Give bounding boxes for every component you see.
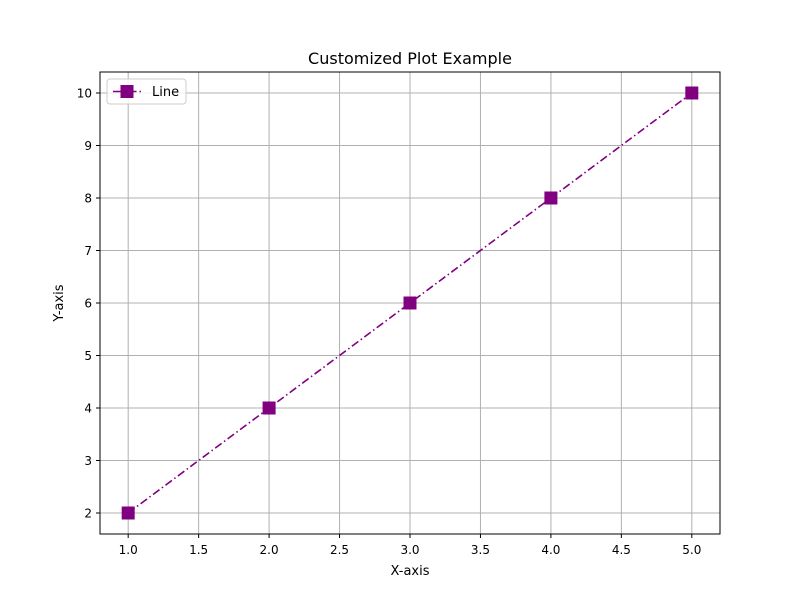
series-layer (121, 86, 699, 520)
x-tick-label: 3.5 (471, 543, 490, 557)
y-tick-label: 4 (84, 402, 92, 416)
series-line (127, 92, 693, 514)
data-point-marker (685, 86, 699, 100)
chart-title: Customized Plot Example (308, 49, 512, 68)
y-tick-label: 3 (84, 454, 92, 468)
legend: Line (106, 78, 187, 105)
data-point-marker (262, 401, 276, 415)
x-tick-label: 5.0 (682, 543, 701, 557)
x-tick-label: 4.0 (541, 543, 560, 557)
x-tick-label: 3.0 (400, 543, 419, 557)
y-tick-label: 9 (84, 139, 92, 153)
y-tick-label: 6 (84, 297, 92, 311)
y-axis-ticks: 2 3 4 5 6 7 8 9 10 (77, 87, 100, 521)
y-tick-label: 5 (84, 349, 92, 363)
data-point-marker (544, 191, 558, 205)
x-axis-label: X-axis (391, 564, 430, 579)
x-tick-label: 2.5 (330, 543, 349, 557)
y-tick-label: 7 (84, 244, 92, 258)
y-tick-label: 8 (84, 192, 92, 206)
x-tick-label: 1.0 (119, 543, 138, 557)
legend-label: Line (152, 85, 179, 100)
y-axis-label: Y-axis (52, 284, 67, 322)
legend-square-marker (120, 85, 134, 98)
x-tick-label: 1.5 (189, 543, 208, 557)
x-tick-label: 2.0 (260, 543, 279, 557)
x-tick-label: 4.5 (612, 543, 631, 557)
x-axis-ticks: 1.0 1.5 2.0 2.5 3.0 3.5 4.0 4.5 5.0 (119, 534, 701, 557)
data-point-marker (403, 296, 417, 310)
y-tick-label: 10 (77, 87, 92, 101)
y-tick-label: 2 (84, 507, 92, 521)
data-point-marker (121, 506, 135, 520)
